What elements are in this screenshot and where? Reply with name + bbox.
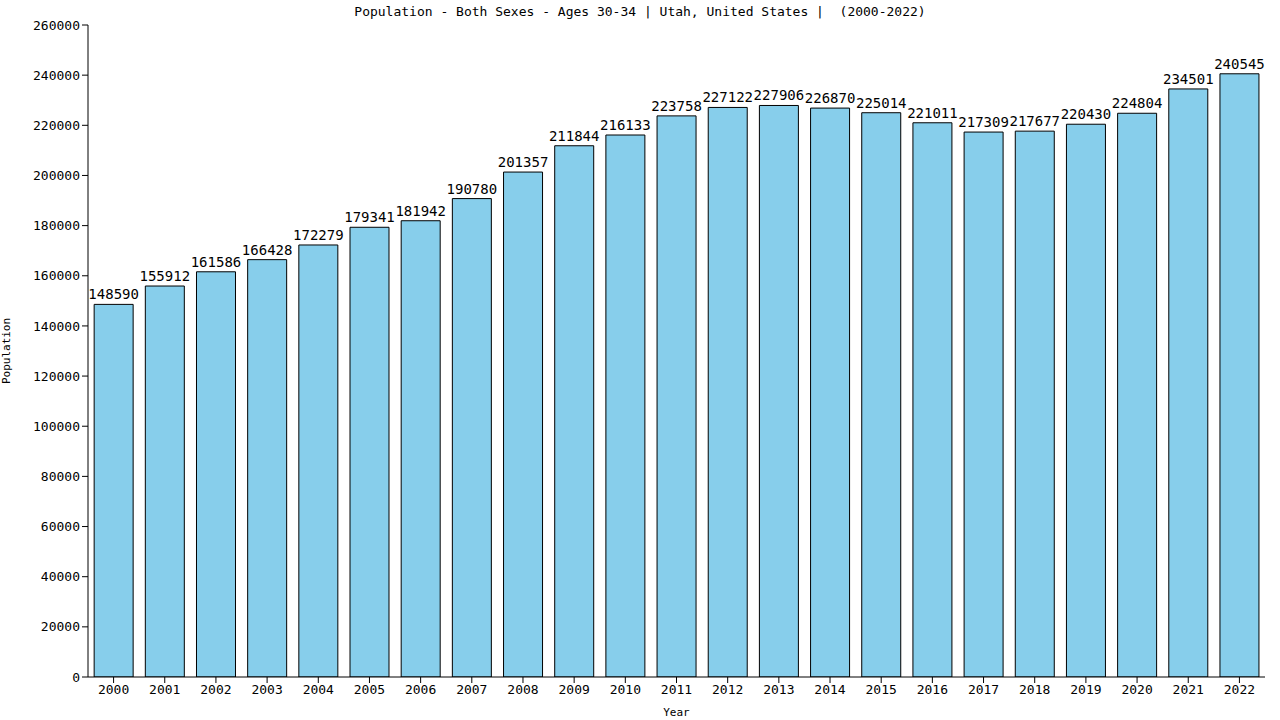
svg-text:Year: Year — [663, 706, 690, 719]
svg-text:2009: 2009 — [558, 682, 589, 697]
svg-text:240545: 240545 — [1214, 56, 1265, 72]
svg-text:211844: 211844 — [549, 128, 600, 144]
svg-text:190780: 190780 — [447, 181, 498, 197]
svg-text:Population: Population — [8, 318, 13, 384]
svg-text:2016: 2016 — [917, 682, 948, 697]
svg-text:2019: 2019 — [1070, 682, 1101, 697]
svg-text:181942: 181942 — [395, 203, 446, 219]
svg-text:179341: 179341 — [344, 209, 395, 225]
svg-text:155912: 155912 — [140, 268, 191, 284]
svg-text:172279: 172279 — [293, 227, 344, 243]
svg-text:227122: 227122 — [702, 89, 753, 105]
svg-text:2007: 2007 — [456, 682, 487, 697]
svg-text:240000: 240000 — [33, 68, 80, 83]
svg-text:2008: 2008 — [507, 682, 538, 697]
svg-text:221011: 221011 — [907, 105, 958, 121]
svg-text:201357: 201357 — [498, 154, 549, 170]
svg-text:20000: 20000 — [41, 619, 80, 634]
svg-text:2004: 2004 — [303, 682, 334, 697]
svg-text:148590: 148590 — [88, 286, 139, 302]
svg-text:2020: 2020 — [1121, 682, 1152, 697]
svg-text:80000: 80000 — [41, 469, 80, 484]
svg-text:2013: 2013 — [763, 682, 794, 697]
svg-text:220000: 220000 — [33, 118, 80, 133]
svg-text:2001: 2001 — [149, 682, 180, 697]
svg-text:2010: 2010 — [610, 682, 641, 697]
svg-text:100000: 100000 — [33, 419, 80, 434]
svg-text:0: 0 — [72, 670, 80, 685]
html-text:Population - Both Sexes - Ages: Population - Both Sexes - Ages 30-34 | U… — [354, 4, 926, 19]
svg-text:166428: 166428 — [242, 242, 293, 258]
svg-text:2012: 2012 — [712, 682, 743, 697]
svg-text:2006: 2006 — [405, 682, 436, 697]
svg-text:40000: 40000 — [41, 569, 80, 584]
svg-text:2000: 2000 — [98, 682, 129, 697]
svg-text:2002: 2002 — [200, 682, 231, 697]
svg-text:2011: 2011 — [661, 682, 692, 697]
svg-text:161586: 161586 — [191, 254, 242, 270]
svg-text:120000: 120000 — [33, 369, 80, 384]
svg-text:2015: 2015 — [866, 682, 897, 697]
svg-text:2022: 2022 — [1224, 682, 1255, 697]
svg-text:217309: 217309 — [958, 114, 1009, 130]
svg-text:2014: 2014 — [814, 682, 845, 697]
svg-text:2021: 2021 — [1173, 682, 1204, 697]
svg-text:226870: 226870 — [805, 90, 856, 106]
svg-text:223758: 223758 — [651, 98, 702, 114]
svg-text:216133: 216133 — [600, 117, 651, 133]
svg-text:220430: 220430 — [1061, 106, 1112, 122]
svg-text:217677: 217677 — [1009, 113, 1060, 129]
svg-text:260000: 260000 — [33, 18, 80, 33]
svg-text:225014: 225014 — [856, 95, 907, 111]
svg-text:234501: 234501 — [1163, 71, 1214, 87]
svg-text:180000: 180000 — [33, 218, 80, 233]
svg-text:2003: 2003 — [251, 682, 282, 697]
svg-text:200000: 200000 — [33, 168, 80, 183]
svg-text:224804: 224804 — [1112, 95, 1163, 111]
svg-text:160000: 160000 — [33, 268, 80, 283]
svg-text:227906: 227906 — [754, 87, 805, 103]
svg-text:2017: 2017 — [968, 682, 999, 697]
svg-text:140000: 140000 — [33, 319, 80, 334]
svg-text:2005: 2005 — [354, 682, 385, 697]
svg-text:2018: 2018 — [1019, 682, 1050, 697]
svg-text:60000: 60000 — [41, 519, 80, 534]
